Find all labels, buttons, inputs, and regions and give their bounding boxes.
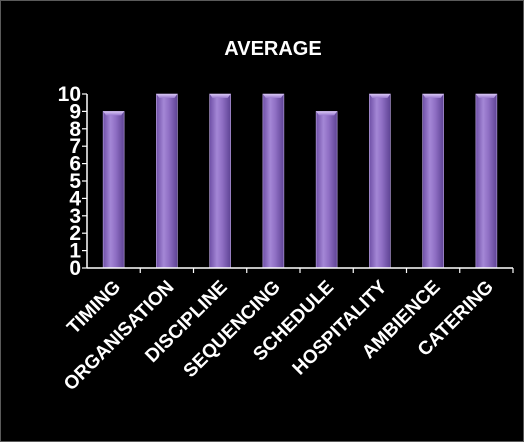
bar-cap <box>316 111 338 116</box>
x-axis-labels: TIMINGORGANISATIONDISCIPLINESEQUENCINGSC… <box>60 268 514 395</box>
bar-discipline <box>209 93 231 269</box>
chart-title: AVERAGE <box>224 38 321 60</box>
y-tick-label: 1 <box>69 240 81 263</box>
y-tick-label: 4 <box>69 187 81 210</box>
bar-timing <box>102 111 125 269</box>
bars <box>102 93 498 269</box>
y-tick-label: 2 <box>69 222 81 245</box>
y-tick-label: 3 <box>69 205 81 228</box>
y-tick-label: 0 <box>69 257 81 280</box>
y-tick-label: 7 <box>69 135 81 158</box>
y-tick-label: 10 <box>58 83 81 106</box>
bar-organisation <box>156 93 178 269</box>
x-tick-label: HOSPITALITY <box>289 276 392 379</box>
bar-sequencing <box>262 93 285 269</box>
bar-cap <box>262 94 284 98</box>
y-tick-label: 6 <box>69 153 81 176</box>
y-tick-label: 5 <box>69 170 81 193</box>
bar-schedule <box>315 111 338 269</box>
y-tick-label: 9 <box>69 100 81 123</box>
bar-cap <box>209 94 231 98</box>
bar-cap <box>103 111 125 116</box>
bar-catering <box>475 93 498 269</box>
bar-cap <box>422 94 444 98</box>
bar-cap <box>475 94 497 98</box>
bar-cap <box>369 94 391 98</box>
bar-ambience <box>422 93 444 269</box>
x-tick-label: SEQUENCING <box>180 277 285 382</box>
bar-cap <box>156 94 178 98</box>
bar-hospitality <box>369 93 391 269</box>
y-tick-label: 8 <box>69 118 81 141</box>
